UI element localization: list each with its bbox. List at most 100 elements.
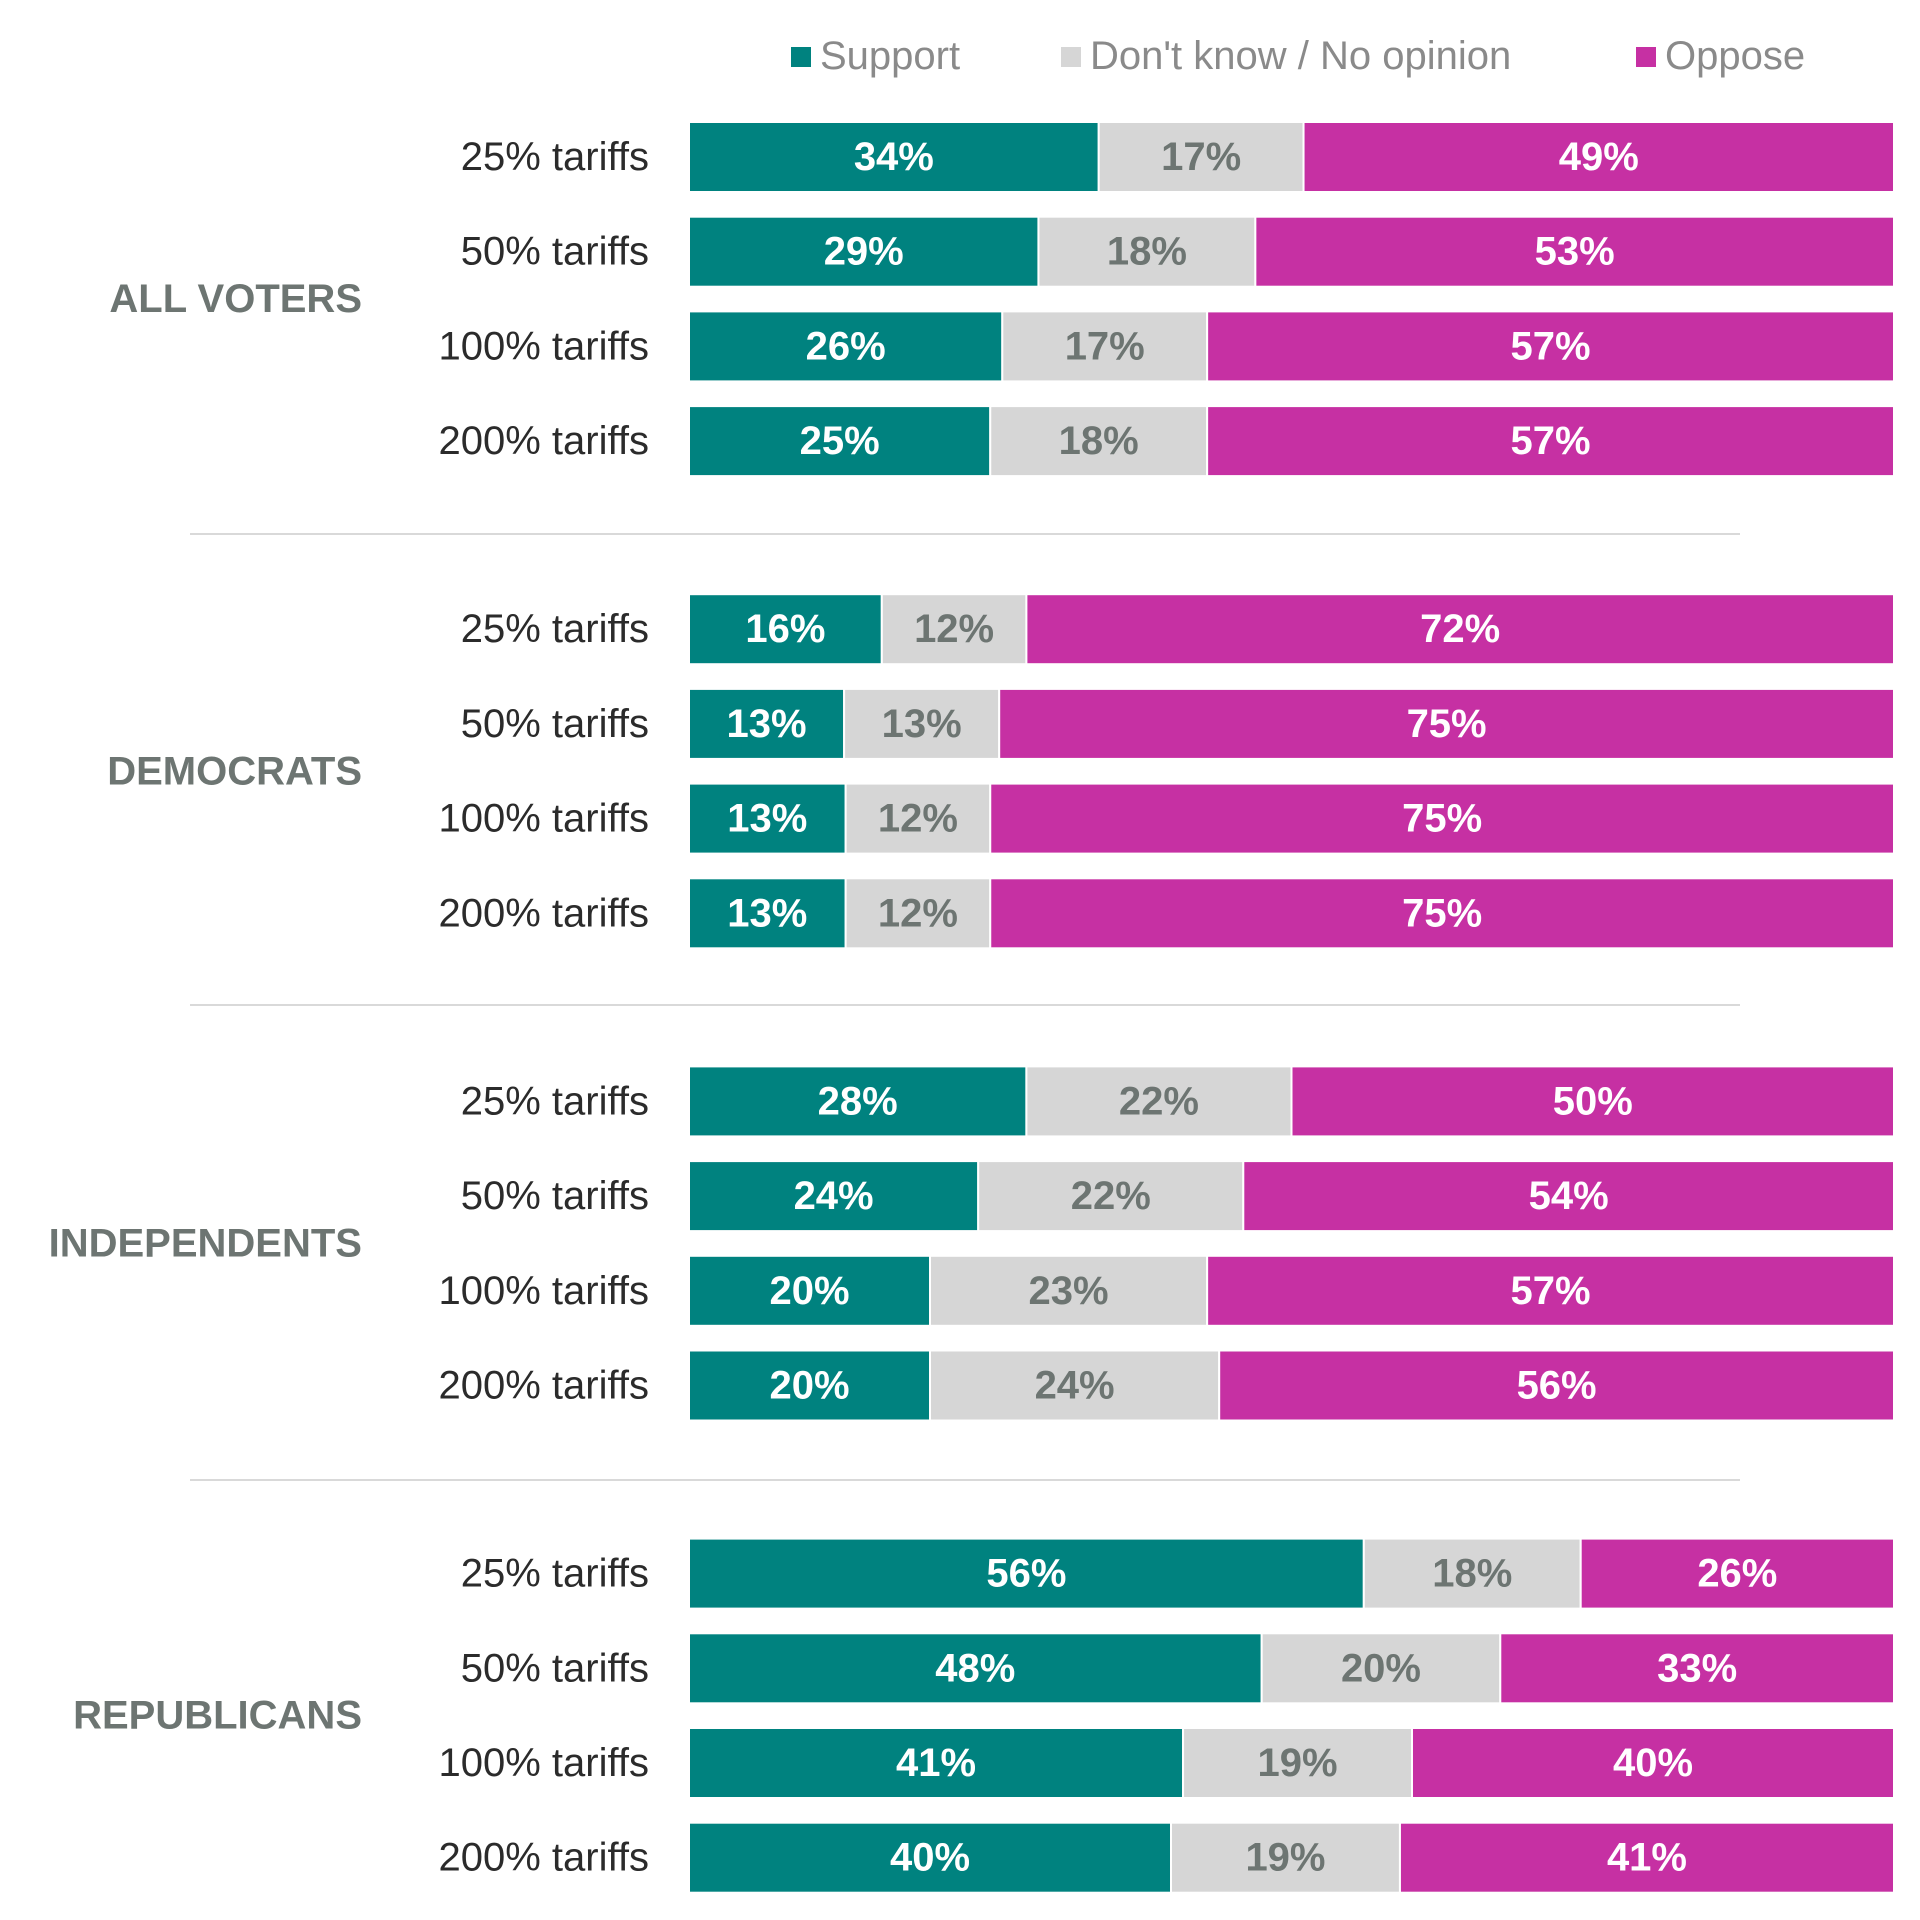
data-label: 26%: [1697, 1552, 1777, 1596]
data-label: 20%: [769, 1269, 849, 1313]
bar-segment-support: [688, 1537, 1365, 1610]
data-label: 57%: [1511, 419, 1591, 463]
bar-row: 200% tariffs 13% 12% 75%: [439, 877, 1895, 950]
bar-row: 100% tariffs 13% 12% 75%: [439, 782, 1895, 855]
bar-row: 25% tariffs 34% 17% 49%: [461, 121, 1896, 193]
bar-segment-support: [688, 1254, 931, 1327]
data-label: 12%: [878, 891, 958, 935]
data-label: 49%: [1559, 135, 1639, 179]
bar-segment-support: [688, 1065, 1028, 1138]
data-label: 57%: [1511, 324, 1591, 368]
row-label: 50% tariffs: [461, 702, 649, 746]
row-label: 100% tariffs: [439, 1741, 650, 1785]
bar-segment-don-t-know-no-opinion: [1362, 1537, 1582, 1610]
data-label: 20%: [1341, 1646, 1421, 1690]
bar-segment-support: [688, 687, 846, 760]
group-3: REPUBLICANS 25% tariffs 56% 18% 26% 50% tarif…: [73, 1537, 1895, 1894]
legend-label-2: Oppose: [1665, 34, 1805, 78]
data-label: 12%: [914, 607, 994, 651]
bar-segment-oppose: [1206, 405, 1895, 478]
row-label: 200% tariffs: [439, 891, 650, 935]
data-label: 54%: [1529, 1174, 1609, 1218]
bar-segment-oppose: [1302, 121, 1896, 193]
bar-segment-don-t-know-no-opinion: [880, 593, 1028, 666]
bar-segment-oppose: [1290, 1065, 1895, 1138]
data-label: 33%: [1657, 1646, 1737, 1690]
row-label: 200% tariffs: [439, 1836, 650, 1880]
legend-swatch-0: [791, 47, 811, 67]
data-label: 12%: [878, 797, 958, 841]
bar-segment-support: [688, 593, 883, 666]
bar-segment-don-t-know-no-opinion: [1097, 121, 1305, 193]
group-1: DEMOCRATS 25% tariffs 16% 12% 72% 50% tariffs…: [107, 593, 1895, 950]
bar-segment-don-t-know-no-opinion: [844, 877, 992, 950]
bar-row: 25% tariffs 56% 18% 26%: [461, 1537, 1895, 1610]
data-label: 19%: [1245, 1836, 1325, 1880]
data-label: 18%: [1432, 1552, 1512, 1596]
legend: Support Don't know / No opinion Oppose: [791, 34, 1805, 78]
row-label: 100% tariffs: [439, 1269, 650, 1313]
data-label: 18%: [1059, 419, 1139, 463]
chart-groups: ALL VOTERS 25% tariffs 34% 17% 49% 50% tariff…: [49, 121, 1896, 1894]
bar-row: 50% tariffs 48% 20% 33%: [461, 1632, 1895, 1705]
legend-label-1: Don't know / No opinion: [1090, 34, 1511, 78]
data-label: 22%: [1071, 1174, 1151, 1218]
bar-segment-oppose: [1218, 1349, 1895, 1422]
legend-label-0: Support: [820, 34, 960, 78]
row-label: 200% tariffs: [439, 1364, 650, 1408]
bar-segment-oppose: [1025, 593, 1895, 666]
bar-segment-support: [688, 405, 992, 478]
row-label: 100% tariffs: [439, 797, 650, 841]
bar-segment-support: [688, 1821, 1172, 1894]
data-label: 50%: [1553, 1079, 1633, 1123]
row-label: 25% tariffs: [461, 607, 649, 651]
row-label: 100% tariffs: [439, 324, 650, 368]
bar-segment-don-t-know-no-opinion: [989, 405, 1209, 478]
data-label: 75%: [1407, 702, 1487, 746]
bar-segment-support: [688, 877, 847, 950]
data-label: 48%: [935, 1646, 1015, 1690]
data-label: 56%: [1517, 1364, 1597, 1408]
bar-segment-don-t-know-no-opinion: [1025, 1065, 1293, 1138]
data-label: 16%: [745, 607, 825, 651]
data-label: 28%: [818, 1079, 898, 1123]
data-label: 25%: [800, 419, 880, 463]
bar-segment-oppose: [1579, 1537, 1895, 1610]
bar-segment-oppose: [1242, 1160, 1896, 1233]
data-label: 13%: [727, 797, 807, 841]
data-label: 22%: [1119, 1079, 1199, 1123]
bar-row: 100% tariffs 20% 23% 57%: [439, 1254, 1895, 1327]
row-label: 50% tariffs: [461, 230, 649, 274]
bar-row: 50% tariffs 13% 13% 75%: [461, 687, 1895, 760]
bar-segment-oppose: [989, 877, 1895, 950]
data-label: 53%: [1535, 230, 1615, 274]
data-label: 57%: [1511, 1269, 1591, 1313]
row-label: 25% tariffs: [461, 1552, 649, 1596]
bar-segment-oppose: [989, 782, 1895, 855]
data-label: 24%: [794, 1174, 874, 1218]
data-label: 19%: [1257, 1741, 1337, 1785]
bar-segment-don-t-know-no-opinion: [977, 1160, 1245, 1233]
bar-segment-oppose: [1411, 1727, 1895, 1799]
bar-row: 200% tariffs 25% 18% 57%: [439, 405, 1895, 478]
bar-segment-don-t-know-no-opinion: [1260, 1632, 1502, 1705]
group-2: INDEPENDENTS 25% tariffs 28% 22% 50% 50% tari…: [49, 1065, 1896, 1422]
group-label: ALL VOTERS: [109, 277, 362, 321]
row-label: 25% tariffs: [461, 1079, 649, 1123]
bar-segment-oppose: [998, 687, 1895, 760]
data-label: 34%: [854, 135, 934, 179]
group-label: DEMOCRATS: [107, 749, 362, 793]
row-label: 25% tariffs: [461, 135, 649, 179]
data-label: 17%: [1161, 135, 1241, 179]
bar-row: 100% tariffs 41% 19% 40%: [439, 1727, 1895, 1799]
bar-segment-oppose: [1499, 1632, 1895, 1705]
data-label: 17%: [1065, 324, 1145, 368]
legend-swatch-2: [1636, 47, 1656, 67]
bar-segment-don-t-know-no-opinion: [1182, 1727, 1414, 1799]
legend-swatch-1: [1061, 47, 1081, 67]
data-label: 40%: [890, 1836, 970, 1880]
data-label: 41%: [1607, 1836, 1687, 1880]
data-label: 20%: [769, 1364, 849, 1408]
data-label: 13%: [727, 702, 807, 746]
